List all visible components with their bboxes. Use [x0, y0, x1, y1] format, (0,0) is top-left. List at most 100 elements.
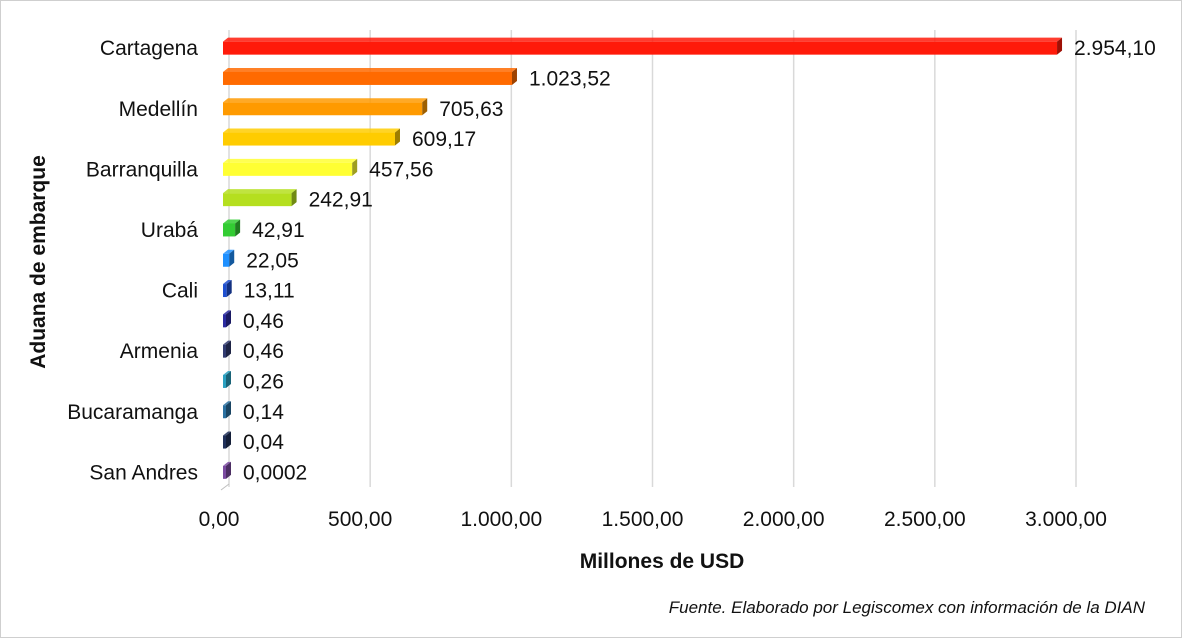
data-label: 0,46 [243, 310, 284, 333]
bar-front-face [223, 344, 226, 358]
bar-top-face [223, 340, 231, 345]
bar-side-face [1057, 37, 1063, 55]
bar-front-face [223, 162, 353, 176]
y-axis-title: Aduana de embarque [27, 155, 50, 369]
data-label: 705,63 [439, 98, 503, 121]
bar [223, 67, 517, 85]
bar-front-face [223, 435, 226, 449]
bar-top-face [223, 37, 1063, 42]
bar-top-face [223, 370, 231, 375]
bar-front-face [223, 132, 395, 146]
bar [223, 128, 400, 146]
data-label: 1.023,52 [529, 67, 611, 90]
bar [223, 340, 231, 358]
category-label: Cartagena [100, 37, 198, 60]
bar-side-face [352, 158, 358, 176]
bar-side-face [394, 128, 400, 146]
bar [223, 219, 241, 237]
bar [223, 280, 232, 298]
bar-side-face [226, 340, 231, 358]
bar-side-face [235, 219, 241, 237]
category-label: Armenia [120, 340, 199, 363]
bar [223, 98, 428, 116]
bar [223, 370, 231, 388]
bar-top-face [223, 461, 231, 466]
bar [223, 249, 235, 267]
x-tick-label: 0,00 [199, 508, 240, 531]
data-label: 0,26 [243, 370, 284, 393]
bar-front-face [223, 71, 512, 85]
bar-front-face [223, 41, 1058, 55]
data-label: 242,91 [309, 189, 373, 212]
bar-top-face [223, 158, 358, 163]
bar [223, 401, 231, 419]
category-label: Urabá [141, 219, 199, 242]
category-label: San Andres [89, 461, 198, 484]
data-label: 457,56 [369, 158, 433, 181]
data-label: 22,05 [246, 249, 299, 272]
data-label: 0,14 [243, 401, 284, 424]
data-label: 13,11 [244, 280, 295, 303]
bar-front-face [223, 193, 292, 207]
bar-front-face [223, 314, 226, 328]
bar [223, 189, 297, 207]
bar-side-face [511, 67, 517, 85]
x-tick-label: 1.000,00 [460, 508, 542, 531]
x-tick-labels: 0,00 500,00 1.000,00 1.500,00 2.000,00 2.500,… [199, 508, 1107, 531]
bar-side-face [226, 280, 232, 298]
bar-top-face [223, 98, 428, 103]
category-label: Barranquilla [86, 158, 198, 181]
data-label: 609,17 [412, 128, 476, 151]
x-tick-label: 1.500,00 [602, 508, 684, 531]
bar-top-face [223, 431, 231, 436]
x-axis-title: Millones de USD [580, 550, 745, 573]
bar-front-face [223, 253, 230, 267]
bar [223, 310, 231, 328]
bar-side-face [226, 310, 231, 328]
bar-side-face [291, 189, 297, 207]
floor-edge [220, 483, 230, 491]
bar [223, 461, 231, 479]
bar-front-face [223, 405, 226, 419]
bar-top-face [223, 219, 241, 224]
data-labels: 2.954,10 1.023,52 705,63 609,17 457,56 242,91… [243, 37, 1156, 484]
category-labels: Cartagena Medellín Barranquilla Urabá Cali Ar… [67, 37, 198, 484]
bar-top-face [223, 310, 231, 315]
bar-top-face [223, 401, 231, 406]
bars-group [223, 37, 1063, 479]
data-label: 0,04 [243, 431, 284, 454]
data-label: 42,91 [252, 219, 305, 242]
data-label: 0,46 [243, 340, 284, 363]
bar-front-face [223, 374, 226, 388]
bar [223, 158, 358, 176]
bar-front-face [223, 102, 423, 116]
bar-side-face [226, 461, 231, 479]
bar-top-face [223, 67, 517, 72]
bar [223, 431, 231, 449]
bar [223, 37, 1063, 55]
bar-top-face [223, 189, 297, 194]
bar-top-face [223, 128, 400, 133]
x-tick-label: 2.000,00 [743, 508, 825, 531]
bar-front-face [223, 465, 226, 479]
bar-side-face [229, 249, 235, 267]
x-tick-label: 3.000,00 [1025, 508, 1107, 531]
bar-front-face [223, 223, 236, 237]
bar-front-face [223, 284, 227, 298]
bar-side-face [226, 431, 231, 449]
bar-side-face [226, 370, 231, 388]
bar-top-face [223, 280, 232, 285]
category-label: Bucaramanga [67, 401, 198, 424]
x-tick-label: 500,00 [328, 508, 392, 531]
category-label: Medellín [119, 98, 198, 121]
bar-side-face [422, 98, 428, 116]
category-label: Cali [162, 280, 198, 303]
data-label: 0,0002 [243, 461, 307, 484]
bar-side-face [226, 401, 231, 419]
bar-top-face [223, 249, 235, 254]
data-label: 2.954,10 [1074, 37, 1156, 60]
source-note: Fuente. Elaborado por Legiscomex con inf… [669, 598, 1146, 617]
x-tick-label: 2.500,00 [884, 508, 966, 531]
